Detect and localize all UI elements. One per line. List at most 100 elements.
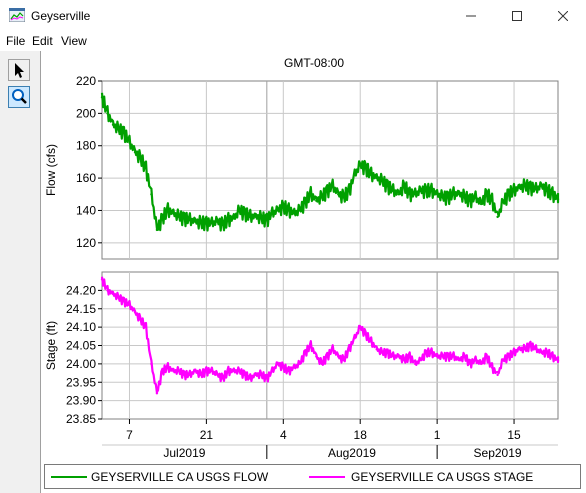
data-point [111, 292, 115, 296]
data-point [304, 351, 307, 354]
data-point [199, 222, 203, 225]
data-point [342, 196, 345, 199]
arrow-pointer-icon [15, 63, 24, 78]
data-point [348, 348, 351, 351]
data-point [353, 173, 356, 177]
data-point [331, 185, 334, 188]
data-point [326, 355, 329, 358]
x-period-label: Aug2019 [328, 446, 376, 460]
y-tick-label: 160 [76, 171, 96, 185]
x-tick-label: 18 [354, 428, 368, 442]
data-point [529, 186, 532, 189]
data-point [523, 185, 527, 188]
data-point [243, 373, 246, 377]
data-point [315, 199, 318, 202]
data-point [364, 167, 367, 170]
series-line-stage [100, 276, 560, 394]
data-point [468, 362, 472, 366]
data-point [523, 348, 527, 351]
close-button[interactable] [540, 0, 586, 31]
data-point [540, 351, 543, 354]
data-point [282, 206, 285, 209]
data-point [370, 173, 373, 177]
minimize-button[interactable] [448, 0, 494, 31]
data-point [177, 370, 181, 373]
data-point [106, 112, 109, 115]
data-point [227, 370, 230, 373]
data-point [463, 196, 466, 199]
data-point [320, 196, 323, 199]
data-point [424, 189, 428, 193]
x-tick-label: 4 [280, 428, 287, 442]
data-point [397, 355, 400, 358]
data-point [161, 217, 164, 220]
data-point [452, 193, 455, 196]
data-point [408, 193, 411, 196]
data-point [188, 219, 192, 222]
zoom-tool-button[interactable] [8, 86, 30, 108]
data-point [260, 373, 263, 377]
charts-svg[interactable]: 120 140 160 180 200 220 Flow (cfs) 23.85 23.90 23… [41, 51, 586, 463]
data-point [287, 209, 290, 212]
menu-file[interactable]: File [6, 34, 26, 48]
data-point [452, 355, 455, 358]
data-point [293, 366, 296, 369]
data-point [364, 333, 367, 336]
data-point [111, 123, 115, 126]
data-point [221, 377, 225, 380]
data-point [139, 318, 142, 321]
data-point [155, 228, 159, 232]
data-point [144, 325, 148, 329]
data-point [238, 370, 241, 373]
data-point [501, 359, 505, 362]
data-point [315, 355, 318, 358]
data-point [128, 141, 131, 144]
data-point [337, 355, 340, 358]
minimize-icon [466, 15, 476, 16]
data-point [293, 212, 296, 215]
data-point [106, 289, 109, 292]
data-point [161, 370, 164, 373]
data-point [309, 344, 312, 347]
data-point [144, 167, 148, 170]
title-bar: Geyserville [0, 0, 586, 31]
app-icon [9, 8, 25, 22]
legend: GEYSERVILLE CA USGS FLOW GEYSERVILLE CA … [44, 464, 581, 489]
data-point [276, 362, 279, 366]
data-point [287, 370, 290, 373]
y-tick-label: 24.00 [66, 357, 96, 371]
data-point [337, 193, 340, 196]
data-point [155, 392, 159, 395]
data-point [479, 362, 483, 366]
data-point [424, 351, 428, 354]
data-point [419, 189, 422, 193]
menu-edit[interactable]: Edit [32, 34, 53, 48]
y-tick-label: 23.85 [66, 412, 96, 426]
data-point [485, 355, 488, 358]
data-point [551, 193, 554, 196]
data-point [441, 196, 444, 199]
data-point [117, 296, 120, 299]
x-tick-label: 15 [507, 428, 521, 442]
data-point [545, 189, 549, 193]
y-tick-label: 120 [76, 236, 96, 250]
data-point [446, 196, 450, 199]
data-point [232, 217, 236, 220]
data-point [227, 219, 230, 222]
data-point [183, 373, 186, 377]
data-point [359, 163, 362, 167]
y-axis-label: Flow (cfs) [44, 144, 58, 196]
data-point [194, 220, 197, 223]
x-tick-label: 21 [200, 428, 214, 442]
data-point [271, 212, 274, 215]
data-point [205, 370, 208, 373]
menu-view[interactable]: View [61, 34, 87, 48]
data-point [216, 220, 219, 223]
y-tick-label: 24.05 [66, 339, 96, 353]
y-tick-label: 23.95 [66, 375, 96, 389]
maximize-button[interactable] [494, 0, 540, 31]
data-point [282, 366, 285, 369]
data-point [534, 348, 538, 351]
data-point [117, 128, 120, 131]
pointer-tool-button[interactable] [8, 59, 30, 81]
